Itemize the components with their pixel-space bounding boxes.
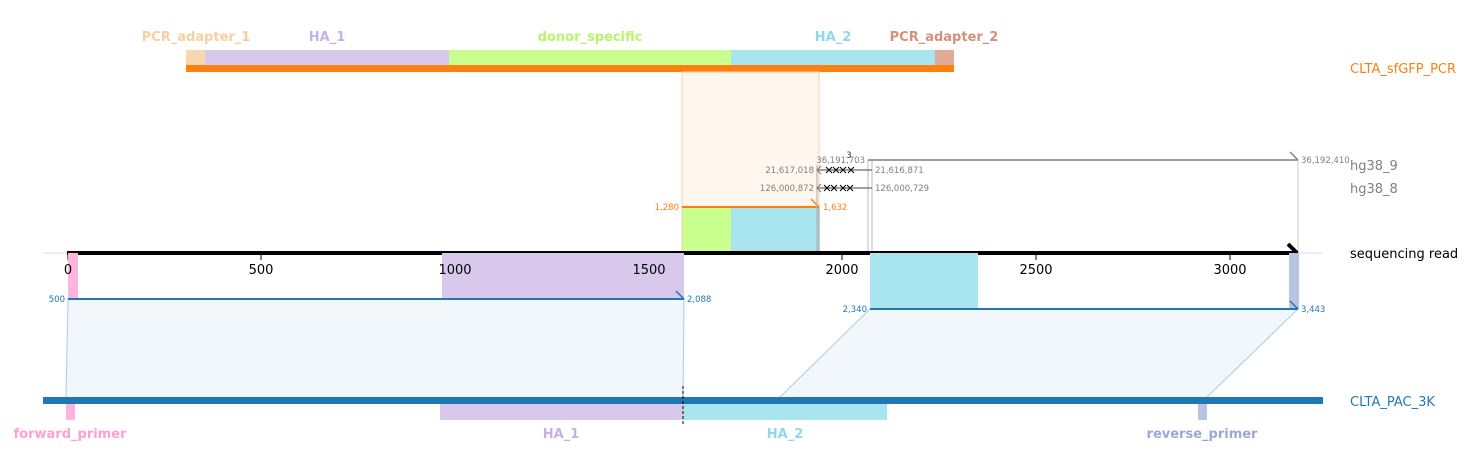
hg38-9-label-c: 21,617,018 [765,166,814,176]
read-axis-arrowhead [1286,242,1299,255]
bottom-alignment-2-end: 3,443 [1301,305,1325,315]
bottom-alignment-1-projection [65,298,685,399]
reference-name-clta-pac-3k: CLTA_PAC_3K [1350,395,1435,410]
top-alignment-arrow [810,198,820,208]
reference-name-hg38-9: hg38_9 [1350,159,1398,174]
feature-label-reverse-primer: reverse_primer [1147,427,1259,442]
hg38-8-arrow [816,183,822,193]
feature-ha-2-band [731,50,935,65]
feature-label-forward-primer: forward_primer [14,427,128,442]
feature-pcr-adapter-2-band [935,50,954,65]
hg38-9-label-b: 36,192,410 [1301,156,1350,166]
feature-label-pcr-adapter-2: PCR_adapter_2 [890,30,999,45]
feature-forward-primer-band [66,404,75,420]
bottom-alignments: 500 2,088 2,340 3,443 [49,253,1325,399]
hg38-9-label-d: 21,616,871 [875,166,924,176]
tick-label-1000: 1000 [438,263,471,278]
bottom-alignment-1-end: 2,088 [687,295,711,305]
top-reference-bar [186,65,954,72]
bottom-alignment-2-arrow [1289,300,1299,310]
read-forward-primer-overlay [68,253,78,299]
top-alignment-start: 1,280 [655,203,679,213]
feature-label-donor-specific: donor_specific [538,30,643,45]
hg38-9-mismatch-marks [825,166,855,174]
tick-label-3000: 3000 [1213,263,1246,278]
feature-ha-1-band [205,50,449,65]
tick-label-2500: 2500 [1019,263,1052,278]
hg38-9-short-arrow [816,165,822,175]
feature-label-ha-1: HA_1 [309,30,346,45]
bottom-alignment-1-start: 500 [49,295,65,305]
feature-ha-1-band-bottom [440,404,683,420]
feature-label-ha-2-bottom: HA_2 [767,427,804,442]
read-ha-2-overlay [731,207,819,253]
bottom-reference: forward_primer HA_1 HA_2 reverse_primer … [14,386,1435,442]
bottom-alignment-2-projection [777,308,1300,399]
top-alignment: 1,280 1,632 [655,71,847,253]
feature-reverse-primer-band [1198,404,1207,420]
hg38-8-mismatch-marks [823,184,854,192]
hg38-8-label-a: 126,000,872 [760,184,814,194]
read-ha-donor-overlay [682,207,731,253]
feature-label-pcr-adapter-1: PCR_adapter_1 [142,30,251,45]
bottom-reference-bar [43,397,1323,404]
reference-name-clta-sfgfp-pcr: CLTA_sfGFP_PCR [1350,62,1456,77]
hg38-9-count: 3 [846,151,851,161]
read-ha-2-overlay-bottom [870,253,978,309]
read-reverse-primer-overlay [1289,253,1299,309]
hg38-9-long-arrow [1289,151,1299,161]
hg38-8-label-b: 126,000,729 [875,184,929,194]
tick-label-1500: 1500 [632,263,665,278]
bottom-alignment-2-start: 2,340 [843,305,867,315]
tick-label-0: 0 [64,263,72,278]
tick-label-2000: 2000 [825,263,858,278]
hg38-9-label-a: 36,191,703 [816,156,865,166]
top-reference: PCR_adapter_1 HA_1 donor_specific HA_2 P… [142,30,1456,77]
tick-label-500: 500 [249,263,274,278]
feature-ha-2-band-bottom [683,404,887,420]
feature-pcr-adapter-1-band [186,50,205,65]
feature-label-ha-2: HA_2 [815,30,852,45]
top-alignment-end: 1,632 [823,203,847,213]
read-axis-tick-labels: 0 500 1000 1500 2000 2500 3000 [64,263,1247,278]
reference-name-hg38-8: hg38_8 [1350,182,1398,197]
read-ha-1-overlay [442,253,684,299]
feature-donor-specific-band [449,50,731,65]
feature-label-ha-1-bottom: HA_1 [543,427,580,442]
hg38-alignments: 36,191,703 36,192,410 3 21,617,018 21,61… [760,151,1398,253]
bottom-alignment-1-arrow [675,290,685,300]
read-label: sequencing read [1350,247,1458,262]
